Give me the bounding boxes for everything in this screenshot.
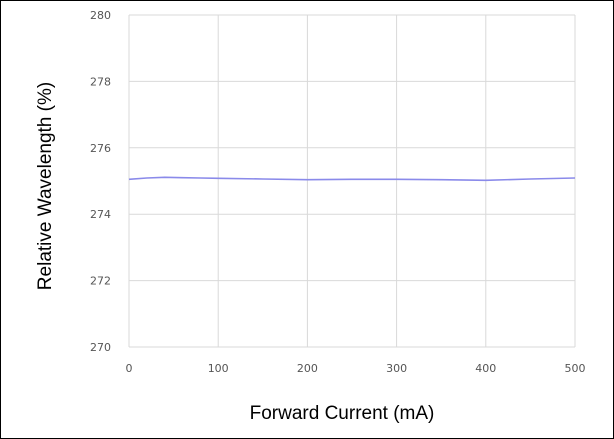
y-tick-label-270: 270	[90, 341, 111, 354]
x-tick-label-400: 400	[475, 362, 496, 375]
series-layer	[128, 176, 576, 182]
x-tick-label-100: 100	[208, 362, 229, 375]
grid	[128, 14, 576, 348]
y-tick-label-278: 278	[90, 75, 111, 88]
y-axis-ticks: 270 272 274 276 278 280	[90, 9, 111, 354]
series-line-0	[128, 176, 576, 182]
x-axis-ticks: 0 100 200 300 400 500	[126, 362, 586, 375]
x-tick-label-200: 200	[297, 362, 318, 375]
x-tick-label-300: 300	[386, 362, 407, 375]
x-tick-label-0: 0	[126, 362, 133, 375]
y-tick-label-280: 280	[90, 9, 111, 22]
y-axis-title: Relative Wavelength (%)	[35, 82, 56, 290]
x-tick-label-500: 500	[565, 362, 586, 375]
x-axis-title: Forward Current (mA)	[250, 403, 435, 424]
y-tick-label-272: 272	[90, 275, 111, 288]
y-tick-label-276: 276	[90, 142, 111, 155]
y-tick-label-274: 274	[90, 208, 111, 221]
